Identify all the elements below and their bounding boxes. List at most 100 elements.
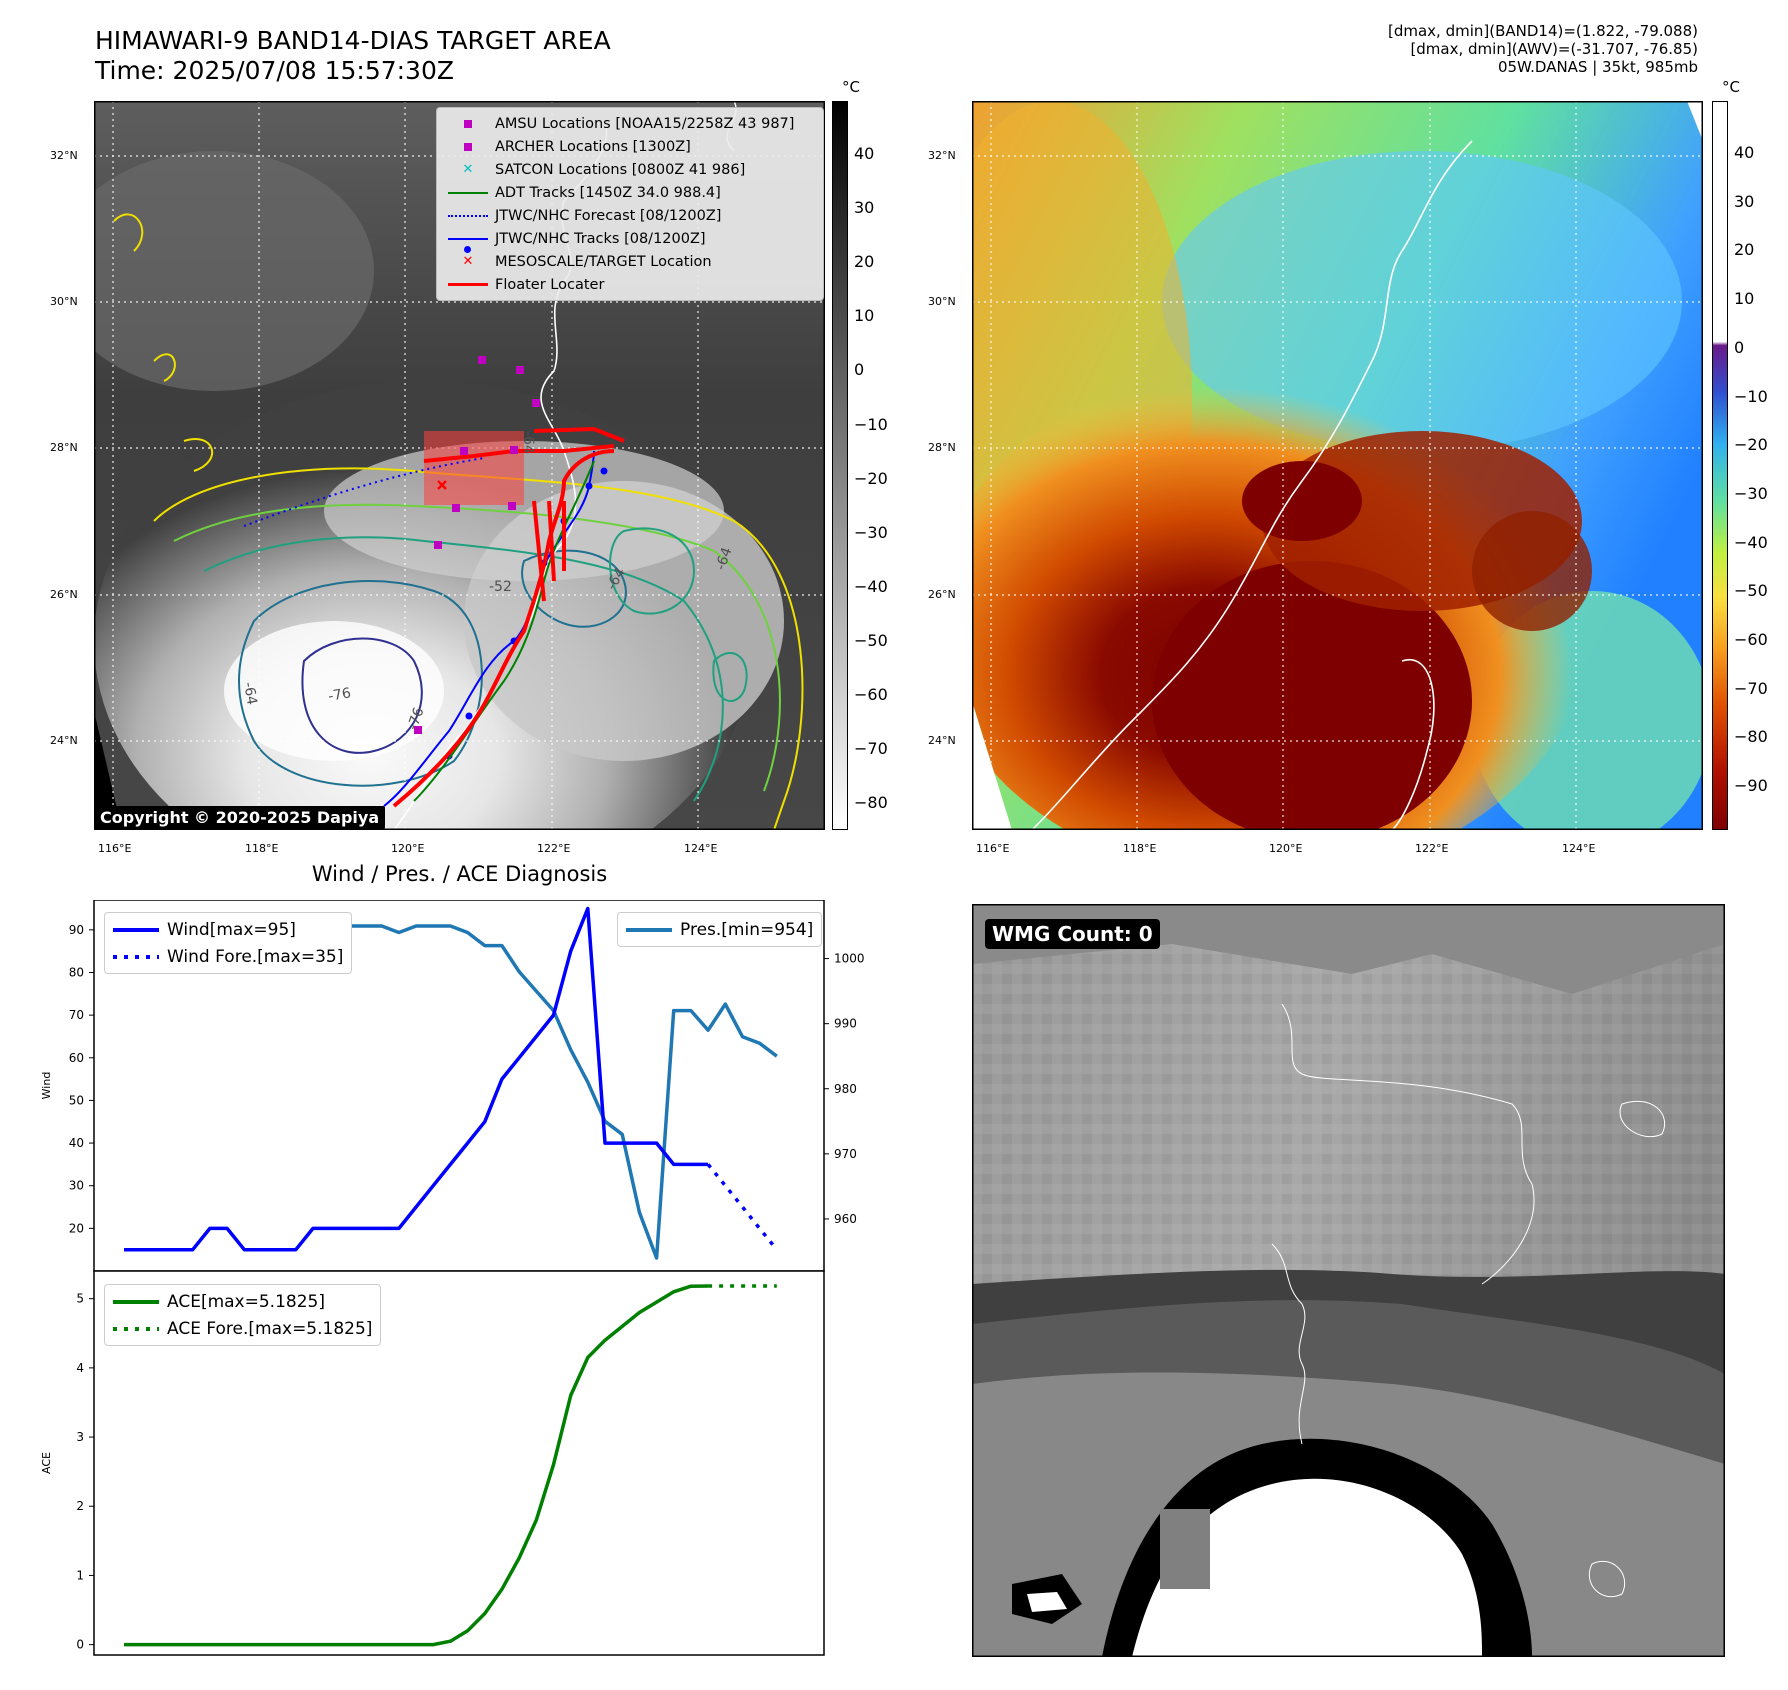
lon-label: 118°E: [1123, 842, 1157, 855]
legend-item-wind-forecast: Wind Fore.[max=35]: [113, 946, 344, 967]
lat-label: 24°N: [50, 734, 78, 747]
wind-tick-label: 30: [69, 1179, 84, 1193]
legend-item-jtwc-tracks: JTWC/NHC Tracks [08/1200Z]: [445, 227, 815, 253]
colorbar-1-ticks: 40 30 20 10 0 −10 −20 −30 −40 −50 −60 −70 −80: [854, 101, 904, 830]
lon-label: 116°E: [976, 842, 1010, 855]
legend-item-satcon: ✕ SATCON Locations [0800Z 41 986]: [462, 161, 746, 178]
awv-map-panel: [972, 101, 1703, 830]
pressure-legend: Pres.[min=954]: [617, 912, 823, 947]
lon-label: 120°E: [391, 842, 425, 855]
colorbar-tick-label: −10: [1734, 386, 1768, 406]
lat-label: 26°N: [928, 588, 956, 601]
wmg-panel: [972, 904, 1725, 1657]
contour-label: -52: [489, 579, 512, 595]
lon-label: 120°E: [1269, 842, 1303, 855]
ace-tick-label: 3: [76, 1430, 84, 1444]
lat-label: 24°N: [928, 734, 956, 747]
lat-label: 26°N: [50, 588, 78, 601]
colorbar-tick-label: −40: [854, 576, 888, 596]
wind-tick-label: 80: [69, 965, 84, 979]
colorbar-tick-label: −60: [1734, 630, 1768, 649]
legend-item-wind: Wind[max=95]: [113, 919, 296, 940]
legend-item-ace-forecast: ACE Fore.[max=5.1825]: [113, 1318, 373, 1339]
colorbar-2-unit: °C: [1722, 78, 1740, 96]
title-line-1: HIMAWARI-9 BAND14-DIAS TARGET AREA: [95, 26, 611, 55]
wind-legend: Wind[max=95] Wind Fore.[max=35]: [104, 912, 353, 974]
colorbar-tick-label: −40: [1734, 532, 1768, 552]
legend-item-pressure: Pres.[min=954]: [626, 919, 814, 940]
colorbar-1-unit: °C: [842, 78, 860, 96]
wind-forecast-series: [706, 1163, 779, 1251]
wind-tick-label: 60: [69, 1051, 84, 1065]
pressure-tick-label: 970: [834, 1147, 857, 1161]
legend-item-amsu: AMSU Locations [NOAA15/2258Z 43 987]: [445, 112, 815, 135]
colorbar-tick-label: 0: [854, 360, 865, 380]
colorbar-tick-label: −80: [854, 793, 888, 813]
colorbar-tick-label: −30: [854, 522, 888, 542]
colorbar-tick-label: −70: [854, 739, 888, 759]
lat-label: 32°N: [928, 149, 956, 162]
colorbar-tick-label: −20: [854, 468, 888, 488]
colorbar-tick-label: −50: [1734, 581, 1768, 601]
colorbar-tick-label: −20: [1734, 435, 1768, 455]
colorbar-2-ticks: 40 30 20 10 0 −10 −20 −30 −40 −50 −60 −70 −80 −90: [1734, 101, 1784, 830]
wind-tick-label: 20: [69, 1221, 84, 1235]
contour-label: -76: [405, 705, 428, 732]
lat-label: 30°N: [50, 295, 78, 308]
wind-tick-label: 70: [69, 1008, 84, 1022]
legend-item-adt: ADT Tracks [1450Z 34.0 988.4]: [445, 181, 815, 204]
lat-label: 30°N: [928, 295, 956, 308]
wind-tick-label: 40: [69, 1136, 84, 1150]
colorbar-tick-label: 30: [854, 198, 875, 218]
lon-label: 124°E: [1562, 842, 1596, 855]
colorbar-tick-label: −50: [854, 630, 888, 650]
colorbar-tick-label: −60: [854, 685, 888, 704]
ace-legend: ACE[max=5.1825] ACE Fore.[max=5.1825]: [104, 1284, 382, 1346]
ace-axis-label: ACE: [40, 1452, 53, 1474]
info-block: [dmax, dmin](BAND14)=(1.822, -79.088) [d…: [1388, 22, 1698, 76]
wmg-count-label: WMG Count: 0: [985, 919, 1160, 949]
contour-label: -64: [713, 545, 736, 572]
ace-tick-label: 5: [76, 1292, 84, 1306]
pressure-tick-label: 990: [834, 1017, 857, 1031]
pressure-tick-label: 960: [834, 1212, 857, 1226]
colorbar-tick-label: −70: [1734, 678, 1768, 698]
info-line-2: [dmax, dmin](AWV)=(-31.707, -76.85): [1410, 40, 1698, 58]
target-area-box: [424, 431, 524, 505]
map-legend: AMSU Locations [NOAA15/2258Z 43 987] ARC…: [436, 107, 824, 301]
wind-series: [124, 906, 709, 1252]
colorbar-tick-label: 10: [854, 306, 875, 326]
lat-label: 32°N: [50, 149, 78, 162]
lat-label: 28°N: [50, 441, 78, 454]
title-line-2: Time: 2025/07/08 15:57:30Z: [95, 56, 454, 85]
diagnosis-title: Wind / Pres. / ACE Diagnosis: [311, 862, 608, 886]
figure-title: HIMAWARI-9 BAND14-DIAS TARGET AREA Time:…: [95, 26, 611, 86]
colorbar-tick-label: 40: [1734, 143, 1755, 162]
wind-tick-label: 90: [69, 923, 84, 937]
info-line-3: 05W.DANAS | 35kt, 985mb: [1497, 58, 1698, 76]
ace-axes-frame: [93, 1270, 825, 1656]
colorbar-tick-label: −90: [1734, 776, 1768, 796]
legend-item-ace: ACE[max=5.1825]: [113, 1291, 325, 1312]
legend-item-floater: Floater Locater: [445, 273, 815, 296]
colorbar-tick-label: 0: [1734, 337, 1745, 357]
wind-axis-label: Wind: [40, 1072, 53, 1100]
ace-tick-label: 1: [76, 1568, 84, 1582]
lon-label: 118°E: [245, 842, 279, 855]
lon-label: 122°E: [1415, 842, 1449, 855]
lat-label: 28°N: [928, 441, 956, 454]
colorbar-tick-label: 10: [1734, 289, 1755, 309]
diagnosis-chart: 20 30 40 50 60 70 80 90 960 970 980 990 1000 0 1 2 3 4 5 Wi…: [40, 900, 865, 1656]
colorbar-tick-label: 30: [1734, 191, 1755, 211]
colorbar-2: [1712, 101, 1728, 830]
contour-label: -76: [327, 685, 352, 705]
legend-item-jtwc-forecast: JTWC/NHC Forecast [08/1200Z]: [445, 204, 815, 227]
ace-series: [124, 1284, 709, 1647]
ace-tick-label: 2: [76, 1499, 84, 1513]
copyright-label: Copyright © 2020-2025 Dapiya: [94, 806, 386, 829]
colorbar-tick-label: 20: [854, 252, 875, 272]
lon-label: 122°E: [537, 842, 571, 855]
lon-label: 116°E: [98, 842, 132, 855]
pressure-tick-label: 980: [834, 1082, 857, 1096]
colorbar-tick-label: −80: [1734, 727, 1768, 747]
